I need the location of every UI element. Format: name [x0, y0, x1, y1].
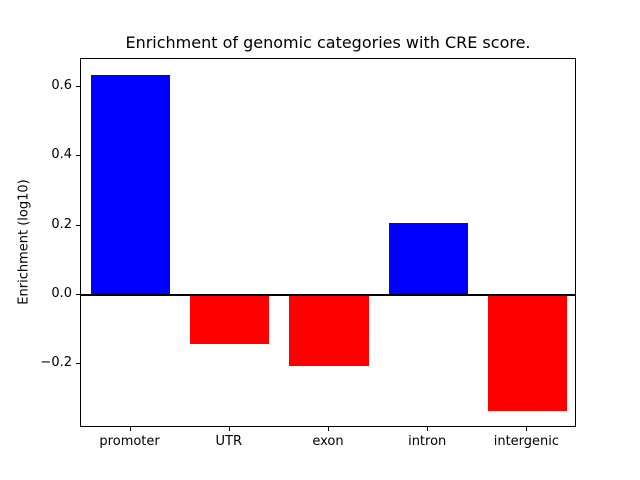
x-tick-mark	[526, 427, 528, 431]
bar-exon	[289, 295, 369, 366]
y-tick-mark	[76, 294, 80, 296]
y-tick-label: 0.0	[51, 286, 72, 302]
x-tick-mark	[328, 427, 329, 431]
y-tick-label: −0.2	[40, 355, 72, 371]
x-tick-label-exon: exon	[312, 434, 344, 449]
y-tick-mark	[76, 155, 80, 157]
x-tick-mark	[228, 427, 230, 431]
x-tick-label-intron: intron	[408, 434, 447, 449]
y-tick-mark	[76, 85, 80, 87]
x-tick-mark	[129, 427, 131, 431]
y-tick-label: 0.6	[51, 77, 72, 93]
y-tick-mark	[76, 224, 80, 226]
y-tick-mark	[76, 363, 80, 365]
y-tick-label: 0.2	[51, 216, 72, 232]
x-tick-label-promoter: promoter	[99, 434, 160, 449]
bar-intergenic	[487, 295, 568, 412]
x-tick-label-UTR: UTR	[215, 434, 243, 449]
plot-area	[80, 58, 576, 427]
zero-line	[81, 294, 575, 297]
bar-intron	[388, 222, 468, 296]
x-tick-mark	[427, 427, 429, 431]
bar-promoter	[90, 75, 171, 296]
y-tick-label: 0.4	[51, 147, 72, 163]
x-tick-label-intergenic: intergenic	[493, 434, 560, 449]
chart-title: Enrichment of genomic categories with CR…	[125, 33, 531, 52]
bar-UTR	[190, 295, 270, 345]
